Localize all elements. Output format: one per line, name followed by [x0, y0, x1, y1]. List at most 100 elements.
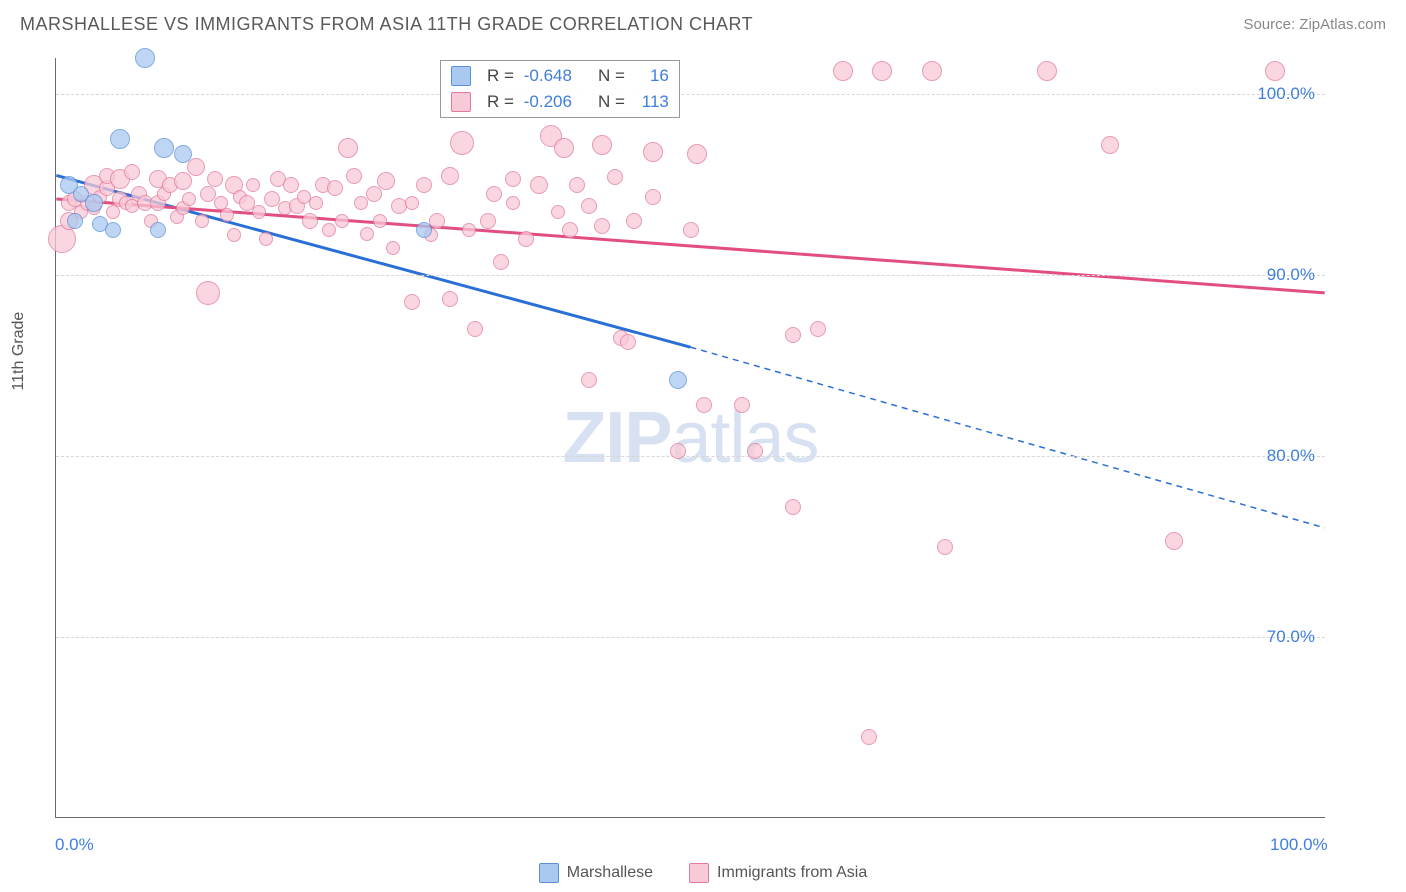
scatter-point — [322, 223, 336, 237]
scatter-point — [645, 189, 661, 205]
scatter-point — [404, 294, 420, 310]
scatter-point — [302, 213, 318, 229]
scatter-point — [1165, 532, 1183, 550]
scatter-point — [196, 281, 220, 305]
scatter-point — [105, 222, 121, 238]
scatter-point — [346, 168, 362, 184]
scatter-point — [486, 186, 502, 202]
scatter-point — [683, 222, 699, 238]
scatter-point — [207, 171, 223, 187]
scatter-point — [1037, 61, 1057, 81]
scatter-point — [833, 61, 853, 81]
scatter-point — [669, 371, 687, 389]
scatter-point — [506, 196, 520, 210]
scatter-point — [620, 334, 636, 350]
scatter-point — [416, 177, 432, 193]
scatter-point — [551, 205, 565, 219]
scatter-point — [246, 178, 260, 192]
scatter-point — [195, 214, 209, 228]
stat-r-label: R = — [487, 66, 514, 86]
scatter-point — [643, 142, 663, 162]
scatter-point — [594, 218, 610, 234]
stat-n-label: N = — [598, 92, 625, 112]
scatter-point — [405, 196, 419, 210]
scatter-point — [1101, 136, 1119, 154]
gridline — [56, 94, 1325, 95]
x-tick-label: 0.0% — [55, 835, 94, 855]
stat-n-label: N = — [598, 66, 625, 86]
scatter-point — [252, 205, 266, 219]
scatter-point — [670, 443, 686, 459]
scatter-point — [441, 167, 459, 185]
scatter-point — [327, 180, 343, 196]
scatter-point — [785, 499, 801, 515]
legend-item: Immigrants from Asia — [689, 863, 867, 883]
legend-item: Marshallese — [539, 863, 653, 883]
scatter-point — [872, 61, 892, 81]
scatter-point — [135, 48, 155, 68]
stat-n-value: 113 — [633, 92, 669, 112]
scatter-point — [696, 397, 712, 413]
scatter-point — [150, 222, 166, 238]
regression-line-solid — [56, 199, 1324, 293]
scatter-point — [592, 135, 612, 155]
stat-r-value: -0.648 — [522, 66, 572, 86]
scatter-point — [626, 213, 642, 229]
scatter-point — [569, 177, 585, 193]
watermark: ZIPatlas — [562, 397, 818, 479]
scatter-point — [386, 241, 400, 255]
y-tick-label: 70.0% — [1267, 627, 1315, 647]
scatter-point — [480, 213, 496, 229]
scatter-point — [283, 177, 299, 193]
scatter-point — [581, 198, 597, 214]
scatter-point — [174, 172, 192, 190]
scatter-point — [309, 196, 323, 210]
scatter-point — [85, 194, 103, 212]
scatter-point — [338, 138, 358, 158]
stats-swatch — [451, 92, 471, 112]
scatter-point — [581, 372, 597, 388]
scatter-point — [154, 138, 174, 158]
scatter-point — [442, 291, 458, 307]
scatter-point — [937, 539, 953, 555]
scatter-point — [734, 397, 750, 413]
scatter-point — [124, 164, 140, 180]
scatter-point — [360, 227, 374, 241]
scatter-point — [810, 321, 826, 337]
gridline — [56, 275, 1325, 276]
scatter-point — [505, 171, 521, 187]
legend-label: Marshallese — [567, 864, 653, 882]
scatter-point — [922, 61, 942, 81]
scatter-point — [377, 172, 395, 190]
scatter-point — [227, 228, 241, 242]
stats-legend-box: R =-0.648N =16R =-0.206N =113 — [440, 60, 680, 118]
scatter-point — [687, 144, 707, 164]
chart-title: MARSHALLESE VS IMMIGRANTS FROM ASIA 11TH… — [20, 14, 753, 35]
gridline — [56, 637, 1325, 638]
scatter-point — [518, 231, 534, 247]
scatter-point — [747, 443, 763, 459]
legend-label: Immigrants from Asia — [717, 864, 867, 882]
y-tick-label: 80.0% — [1267, 446, 1315, 466]
watermark-zip: ZIP — [562, 398, 671, 478]
regression-lines — [56, 58, 1325, 817]
scatter-point — [562, 222, 578, 238]
plot-area: ZIPatlas 70.0%80.0%90.0%100.0% — [55, 58, 1325, 818]
stat-n-value: 16 — [633, 66, 669, 86]
gridline — [56, 456, 1325, 457]
scatter-point — [462, 223, 476, 237]
scatter-point — [366, 186, 382, 202]
bottom-legend: Marshallese Immigrants from Asia — [0, 863, 1406, 888]
y-axis-label: 11th Grade — [10, 312, 28, 391]
source-credit: Source: ZipAtlas.com — [1243, 16, 1386, 33]
stat-r-value: -0.206 — [522, 92, 572, 112]
scatter-point — [187, 158, 205, 176]
scatter-point — [182, 192, 196, 206]
scatter-point — [174, 145, 192, 163]
scatter-point — [450, 131, 474, 155]
stats-row: R =-0.206N =113 — [441, 89, 679, 115]
x-tick-label: 100.0% — [1270, 835, 1328, 855]
scatter-point — [259, 232, 273, 246]
scatter-point — [335, 214, 349, 228]
scatter-point — [467, 321, 483, 337]
